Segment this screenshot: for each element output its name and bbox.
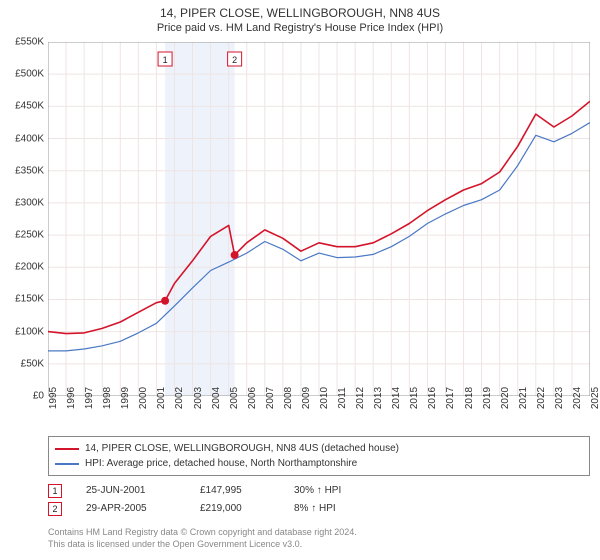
x-tick-label: 2024 (572, 387, 583, 409)
x-tick-label: 2010 (319, 387, 330, 409)
legend-row: 14, PIPER CLOSE, WELLINGBOROUGH, NN8 4US… (55, 441, 583, 456)
footer-line2: This data is licensed under the Open Gov… (48, 538, 590, 550)
legend-swatch-price (55, 448, 79, 450)
footer-line1: Contains HM Land Registry data © Crown c… (48, 526, 590, 538)
y-tick-label: £150K (15, 294, 44, 305)
x-tick-label: 2020 (500, 387, 511, 409)
x-tick-label: 1998 (102, 387, 113, 409)
chart-subtitle: Price paid vs. HM Land Registry's House … (0, 22, 600, 34)
chart-area: £0£50K£100K£150K£200K£250K£300K£350K£400… (48, 42, 590, 396)
transaction-date: 29-APR-2005 (86, 500, 176, 518)
y-tick-label: £400K (15, 133, 44, 144)
legend-swatch-hpi (55, 463, 79, 465)
y-tick-label: £350K (15, 165, 44, 176)
legend-label-hpi: HPI: Average price, detached house, Nort… (85, 456, 357, 471)
x-tick-label: 2017 (445, 387, 456, 409)
transaction-marker-1: 1 (48, 484, 62, 498)
x-tick-label: 2008 (283, 387, 294, 409)
transaction-delta: 30% ↑ HPI (294, 482, 341, 500)
y-tick-label: £500K (15, 69, 44, 80)
y-tick-label: £300K (15, 197, 44, 208)
chart-titles: 14, PIPER CLOSE, WELLINGBOROUGH, NN8 4US… (0, 0, 600, 34)
x-tick-label: 2004 (211, 387, 222, 409)
legend-row: HPI: Average price, detached house, Nort… (55, 456, 583, 471)
x-tick-label: 2011 (337, 387, 348, 409)
transaction-row: 2 29-APR-2005 £219,000 8% ↑ HPI (48, 500, 590, 518)
svg-text:1: 1 (163, 55, 168, 65)
y-tick-label: £0 (33, 391, 44, 402)
chart-svg: 12 (48, 42, 590, 396)
transaction-marker-2: 2 (48, 502, 62, 516)
x-tick-label: 1997 (84, 387, 95, 409)
x-tick-label: 2003 (193, 387, 204, 409)
chart-title: 14, PIPER CLOSE, WELLINGBOROUGH, NN8 4US (0, 6, 600, 20)
x-tick-label: 2013 (373, 387, 384, 409)
legend-label-price: 14, PIPER CLOSE, WELLINGBOROUGH, NN8 4US… (85, 441, 399, 456)
x-tick-label: 2005 (229, 387, 240, 409)
x-tick-label: 2021 (518, 387, 529, 409)
footer: Contains HM Land Registry data © Crown c… (48, 526, 590, 550)
x-tick-label: 2000 (138, 387, 149, 409)
y-tick-label: £450K (15, 101, 44, 112)
transaction-price: £219,000 (200, 500, 270, 518)
x-tick-label: 2006 (247, 387, 258, 409)
x-tick-label: 2022 (536, 387, 547, 409)
transactions-table: 1 25-JUN-2001 £147,995 30% ↑ HPI 2 29-AP… (48, 482, 590, 518)
x-tick-label: 2009 (301, 387, 312, 409)
y-tick-label: £100K (15, 326, 44, 337)
transaction-date: 25-JUN-2001 (86, 482, 176, 500)
x-tick-label: 2023 (554, 387, 565, 409)
transaction-delta: 8% ↑ HPI (294, 500, 336, 518)
transaction-row: 1 25-JUN-2001 £147,995 30% ↑ HPI (48, 482, 590, 500)
x-tick-label: 1996 (66, 387, 77, 409)
x-tick-label: 1999 (120, 387, 131, 409)
x-tick-label: 2012 (355, 387, 366, 409)
x-tick-label: 2001 (156, 387, 167, 409)
y-tick-label: £250K (15, 230, 44, 241)
svg-text:2: 2 (232, 55, 237, 65)
x-tick-label: 2014 (391, 387, 402, 409)
y-axis-labels: £0£50K£100K£150K£200K£250K£300K£350K£400… (4, 42, 46, 396)
x-tick-label: 2018 (464, 387, 475, 409)
x-tick-label: 2002 (174, 387, 185, 409)
transaction-price: £147,995 (200, 482, 270, 500)
x-tick-label: 2015 (409, 387, 420, 409)
x-axis-labels: 1995199619971998199920002001200220032004… (48, 396, 590, 432)
x-tick-label: 2019 (482, 387, 493, 409)
y-tick-label: £550K (15, 37, 44, 48)
x-tick-label: 2007 (265, 387, 276, 409)
y-tick-label: £200K (15, 262, 44, 273)
y-tick-label: £50K (21, 358, 44, 369)
x-tick-label: 2016 (427, 387, 438, 409)
x-tick-label: 1995 (48, 387, 59, 409)
x-tick-label: 2025 (590, 387, 600, 409)
legend: 14, PIPER CLOSE, WELLINGBOROUGH, NN8 4US… (48, 436, 590, 476)
